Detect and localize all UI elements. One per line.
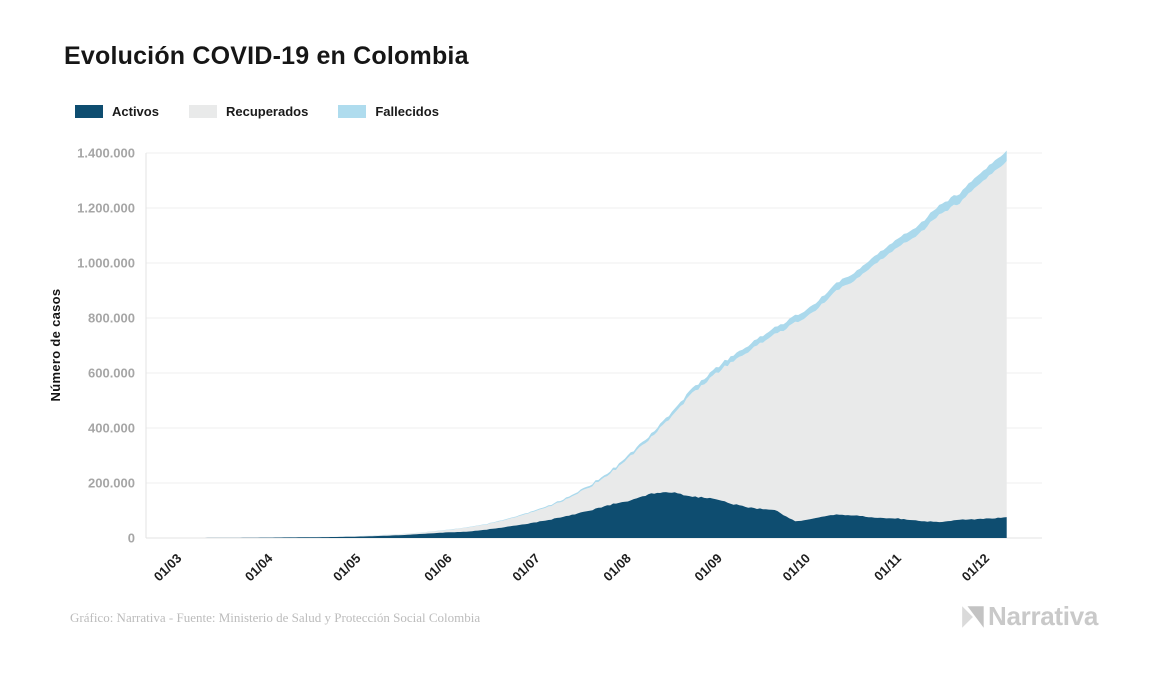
- y-tick-label: 0: [128, 531, 135, 546]
- legend-item-activos: Activos: [75, 104, 159, 119]
- x-tick-label: 01/03: [151, 551, 185, 585]
- y-tick-label: 800.000: [88, 311, 135, 326]
- x-tick-label: 01/10: [779, 551, 813, 585]
- y-tick-label: 1.400.000: [77, 146, 135, 161]
- y-tick-label: 200.000: [88, 476, 135, 491]
- y-axis-title: Número de casos: [48, 289, 63, 402]
- x-tick-label: 01/09: [691, 551, 725, 585]
- y-tick-label: 1.200.000: [77, 201, 135, 216]
- y-tick-label: 600.000: [88, 366, 135, 381]
- x-tick-label: 01/11: [871, 551, 904, 584]
- chart-legend: Activos Recuperados Fallecidos: [75, 104, 469, 119]
- legend-swatch-fallecidos: [338, 105, 367, 118]
- x-tick-label: 01/05: [330, 551, 364, 585]
- legend-label-activos: Activos: [112, 104, 159, 119]
- legend-swatch-recuperados: [188, 105, 217, 118]
- narrativa-logo-icon: [962, 605, 984, 628]
- legend-item-recuperados: Recuperados: [188, 104, 309, 119]
- legend-item-fallecidos: Fallecidos: [338, 104, 439, 119]
- area-activos: [178, 492, 1007, 538]
- x-tick-label: 01/06: [421, 551, 455, 585]
- narrativa-logo-text: Narrativa: [988, 601, 1099, 631]
- area-recuperados: [178, 161, 1007, 538]
- x-tick-label: 01/07: [509, 551, 543, 585]
- page-title: Evolución COVID-19 en Colombia: [64, 42, 469, 70]
- x-tick-label: 01/08: [600, 551, 634, 585]
- y-tick-label: 400.000: [88, 421, 135, 436]
- narrativa-logo: Narrativa: [960, 601, 1098, 632]
- legend-swatch-activos: [75, 105, 103, 118]
- legend-label-fallecidos: Fallecidos: [375, 104, 439, 119]
- source-credit: Gráfico: Narrativa - Fuente: Ministerio …: [70, 610, 481, 625]
- legend-label-recuperados: Recuperados: [225, 104, 309, 119]
- x-tick-label: 01/12: [959, 551, 993, 585]
- x-tick-label: 01/04: [242, 550, 276, 584]
- y-tick-label: 1.000.000: [77, 256, 135, 271]
